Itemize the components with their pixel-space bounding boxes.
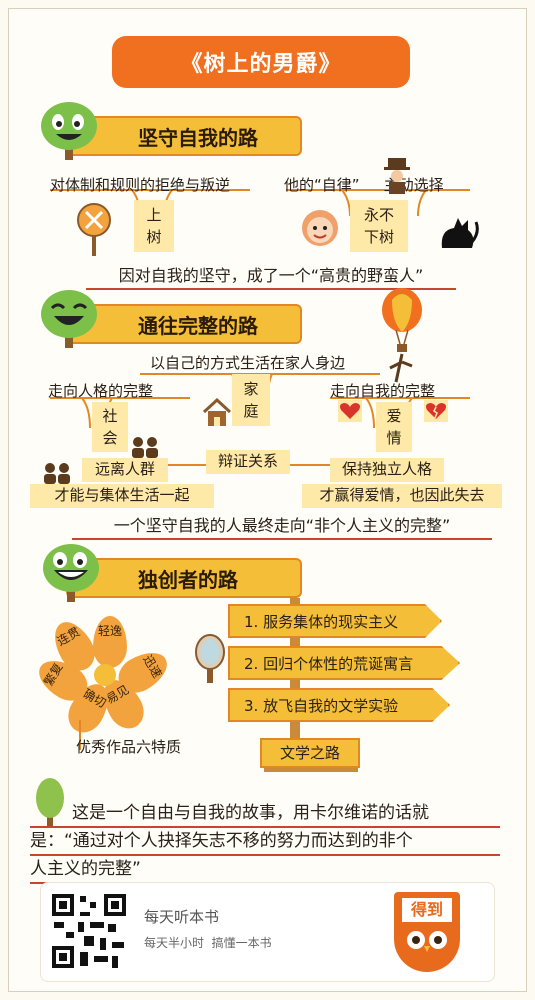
hot-air-balloon-icon <box>382 288 422 383</box>
signpost-pole <box>290 598 300 768</box>
dedao-logo: 得到 <box>394 892 460 972</box>
self-discipline-caption: 他的“自律” 主动选择 <box>284 176 444 194</box>
logo-text: 得到 <box>402 898 452 922</box>
sign-experiment: 3. 放飞自我的文学实验 <box>228 688 450 722</box>
section-heading-3: 独创者的路 <box>66 558 302 598</box>
closing-quote: 这是一个自由与自我的故事，用卡尔维诺的话就 是：“通过对个人抉择矢志不移的努力而… <box>30 800 500 884</box>
page-title: 《树上的男爵》 <box>112 36 410 88</box>
section-1-conclusion: 因对自我的坚守，成了一个“高贵的野蛮人” <box>86 262 456 290</box>
people-icon <box>132 437 158 458</box>
love-box: 爱 情 <box>376 402 412 452</box>
family-box: 家 庭 <box>232 374 270 426</box>
signpost-base <box>264 768 358 772</box>
family-caption: 以自己的方式生活在家人身边 <box>150 354 346 372</box>
flower-center <box>94 664 116 686</box>
boy-face-icon <box>302 210 338 246</box>
branch-lines-1 <box>50 189 470 217</box>
sign-fable: 2. 回归个体性的荒诞寓言 <box>228 646 460 680</box>
climb-tree-box: 上 树 <box>134 200 174 252</box>
collective-box: 才能与集体生活一起 <box>30 484 214 508</box>
flower-petal: 轻逸 <box>93 616 127 668</box>
dialectic-box: 辩证关系 <box>206 450 290 474</box>
flower-pointer-line <box>79 720 81 750</box>
win-love-box: 才赢得爱情，也因此失去 <box>302 484 502 508</box>
small-tree-icon <box>36 778 64 826</box>
never-down-box: 永不 下树 <box>350 200 408 252</box>
broken-heart-icon <box>424 400 448 422</box>
grinning-tree-icon <box>43 544 99 602</box>
group-icon <box>44 463 70 484</box>
owl-icon <box>407 931 447 952</box>
keep-away-box: 远离人群 <box>82 458 168 482</box>
baron-figure-icon <box>384 158 410 194</box>
mirror-icon <box>195 634 225 683</box>
section-2-conclusion: 一个坚守自我的人最终走向“非个人主义的完整” <box>72 512 492 540</box>
section-heading-1: 坚守自我的路 <box>66 116 302 156</box>
independent-box: 保持独立人格 <box>330 458 444 482</box>
literary-road-label: 文学之路 <box>260 738 360 768</box>
smiling-tree-icon <box>41 102 97 160</box>
flower-caption: 优秀作品六特质 <box>76 738 182 756</box>
personality-caption: 走向人格的完整 <box>48 382 154 400</box>
refusal-caption: 对体制和规则的拒绝与叛逆 <box>50 176 231 194</box>
qr-code-icon[interactable] <box>50 892 128 970</box>
heart-icon <box>338 400 362 422</box>
black-cat-icon <box>441 218 479 248</box>
laughing-tree-icon <box>41 290 97 348</box>
sign-realism: 1. 服务集体的现实主义 <box>228 604 442 638</box>
house-icon <box>202 398 232 426</box>
brand-slogan: 每天半小时 搞懂一本书 <box>144 936 272 950</box>
six-qualities-flower: 连贯 轻逸 迅速 易见 确切 繁复 <box>31 614 176 740</box>
self-complete-caption: 走向自我的完整 <box>330 382 436 400</box>
society-box: 社 会 <box>92 402 128 452</box>
section-heading-2: 通往完整的路 <box>66 304 302 344</box>
no-sign-icon <box>77 203 111 256</box>
brand-name: 每天听本书 <box>144 908 220 926</box>
